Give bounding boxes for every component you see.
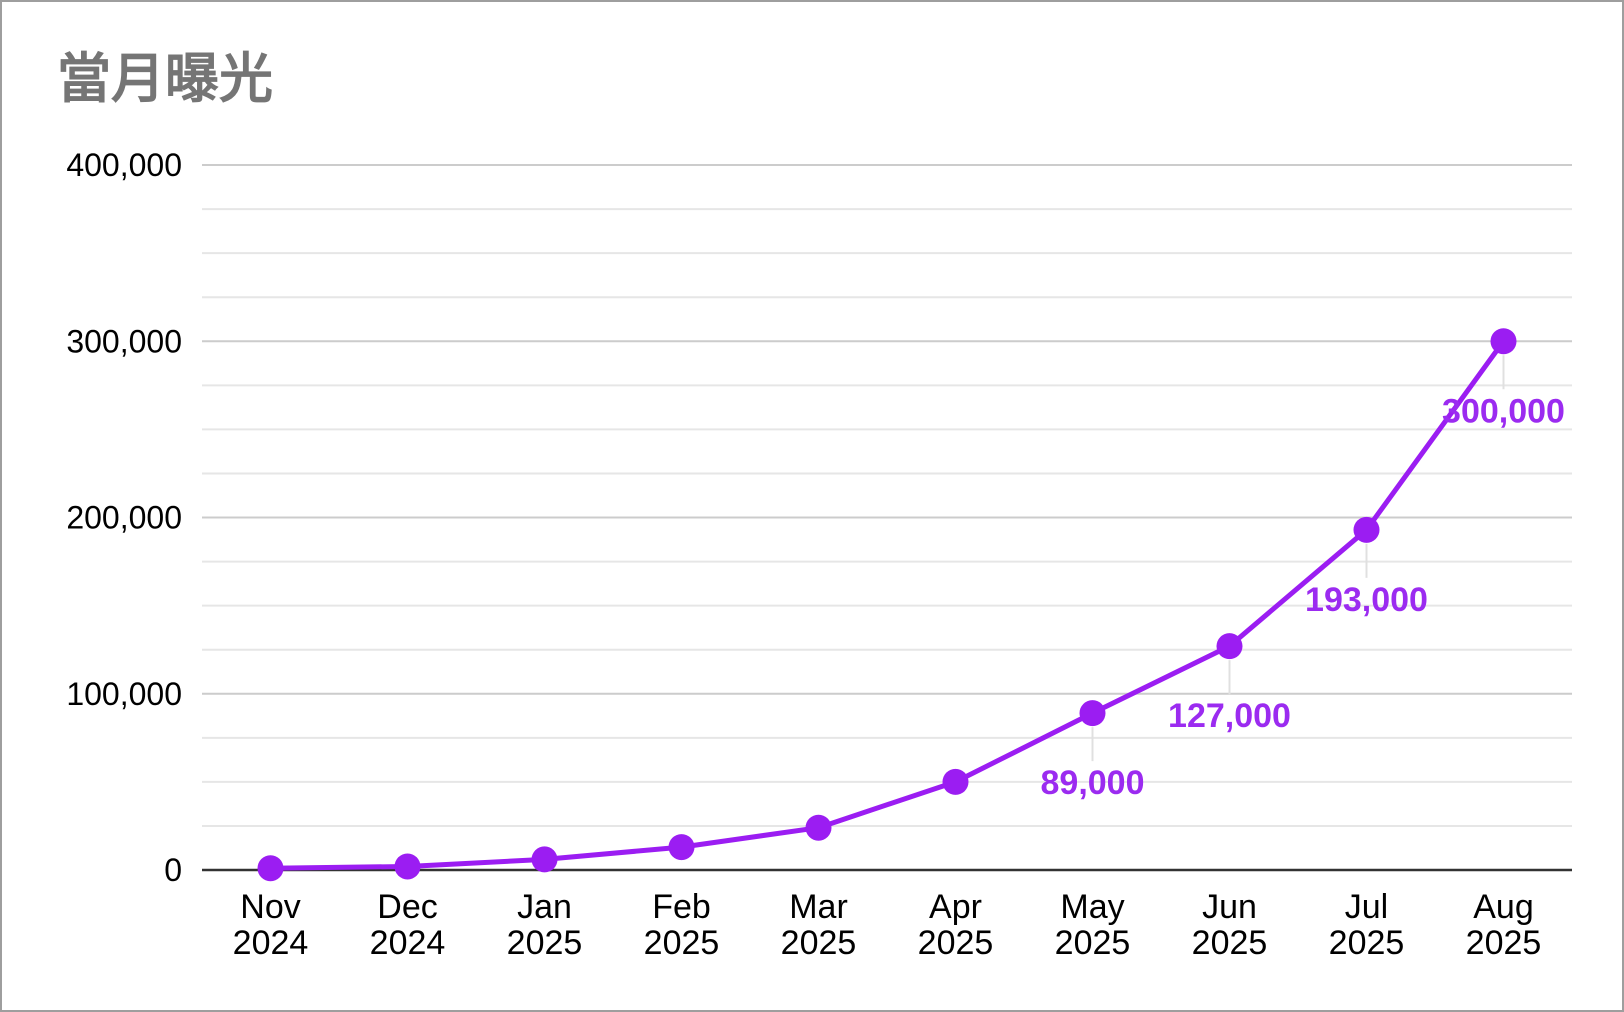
- data-point: [668, 834, 695, 861]
- data-point: [394, 853, 421, 880]
- x-tick-label: Dec 2024: [370, 888, 446, 962]
- data-point: [1353, 516, 1380, 543]
- data-labels: 89,000 127,000 193,000 300,000: [1041, 392, 1565, 802]
- data-point: [942, 768, 969, 795]
- x-tick-label: Aug 2025: [1466, 888, 1542, 962]
- data-label: 127,000: [1168, 697, 1291, 735]
- series-line: [268, 338, 1506, 871]
- y-axis-ticks: 0 100,000 200,000 300,000 400,000: [66, 147, 182, 888]
- x-axis-ticks: Nov 2024 Dec 2024 Jan 2025 Feb 2025 Mar 2025 Apr 20…: [233, 888, 1542, 962]
- data-point: [1490, 328, 1517, 355]
- data-label: 193,000: [1305, 581, 1428, 619]
- gridlines: [202, 164, 1572, 872]
- data-point: [805, 814, 832, 841]
- data-point: [531, 846, 558, 873]
- x-tick-label: Feb 2025: [644, 888, 720, 962]
- data-label: 300,000: [1442, 392, 1565, 430]
- x-tick-label: Jul 2025: [1329, 888, 1405, 962]
- y-tick-label: 300,000: [66, 323, 182, 359]
- series: [257, 328, 1517, 882]
- y-tick-label: 0: [164, 852, 182, 888]
- x-tick-label: Mar 2025: [781, 888, 857, 962]
- x-tick-label: Jan 2025: [507, 888, 583, 962]
- x-tick-label: May 2025: [1055, 888, 1131, 962]
- x-tick-label: Nov 2024: [233, 888, 309, 962]
- y-tick-label: 100,000: [66, 676, 182, 712]
- data-point: [1216, 633, 1243, 660]
- data-label: 89,000: [1041, 764, 1145, 802]
- chart-title: 當月曝光: [57, 47, 273, 110]
- x-tick-label: Jun 2025: [1192, 888, 1268, 962]
- y-tick-label: 400,000: [66, 147, 182, 183]
- y-tick-label: 200,000: [66, 500, 182, 536]
- data-point: [257, 855, 284, 882]
- x-tick-label: Apr 2025: [918, 888, 994, 962]
- data-point: [1079, 700, 1106, 727]
